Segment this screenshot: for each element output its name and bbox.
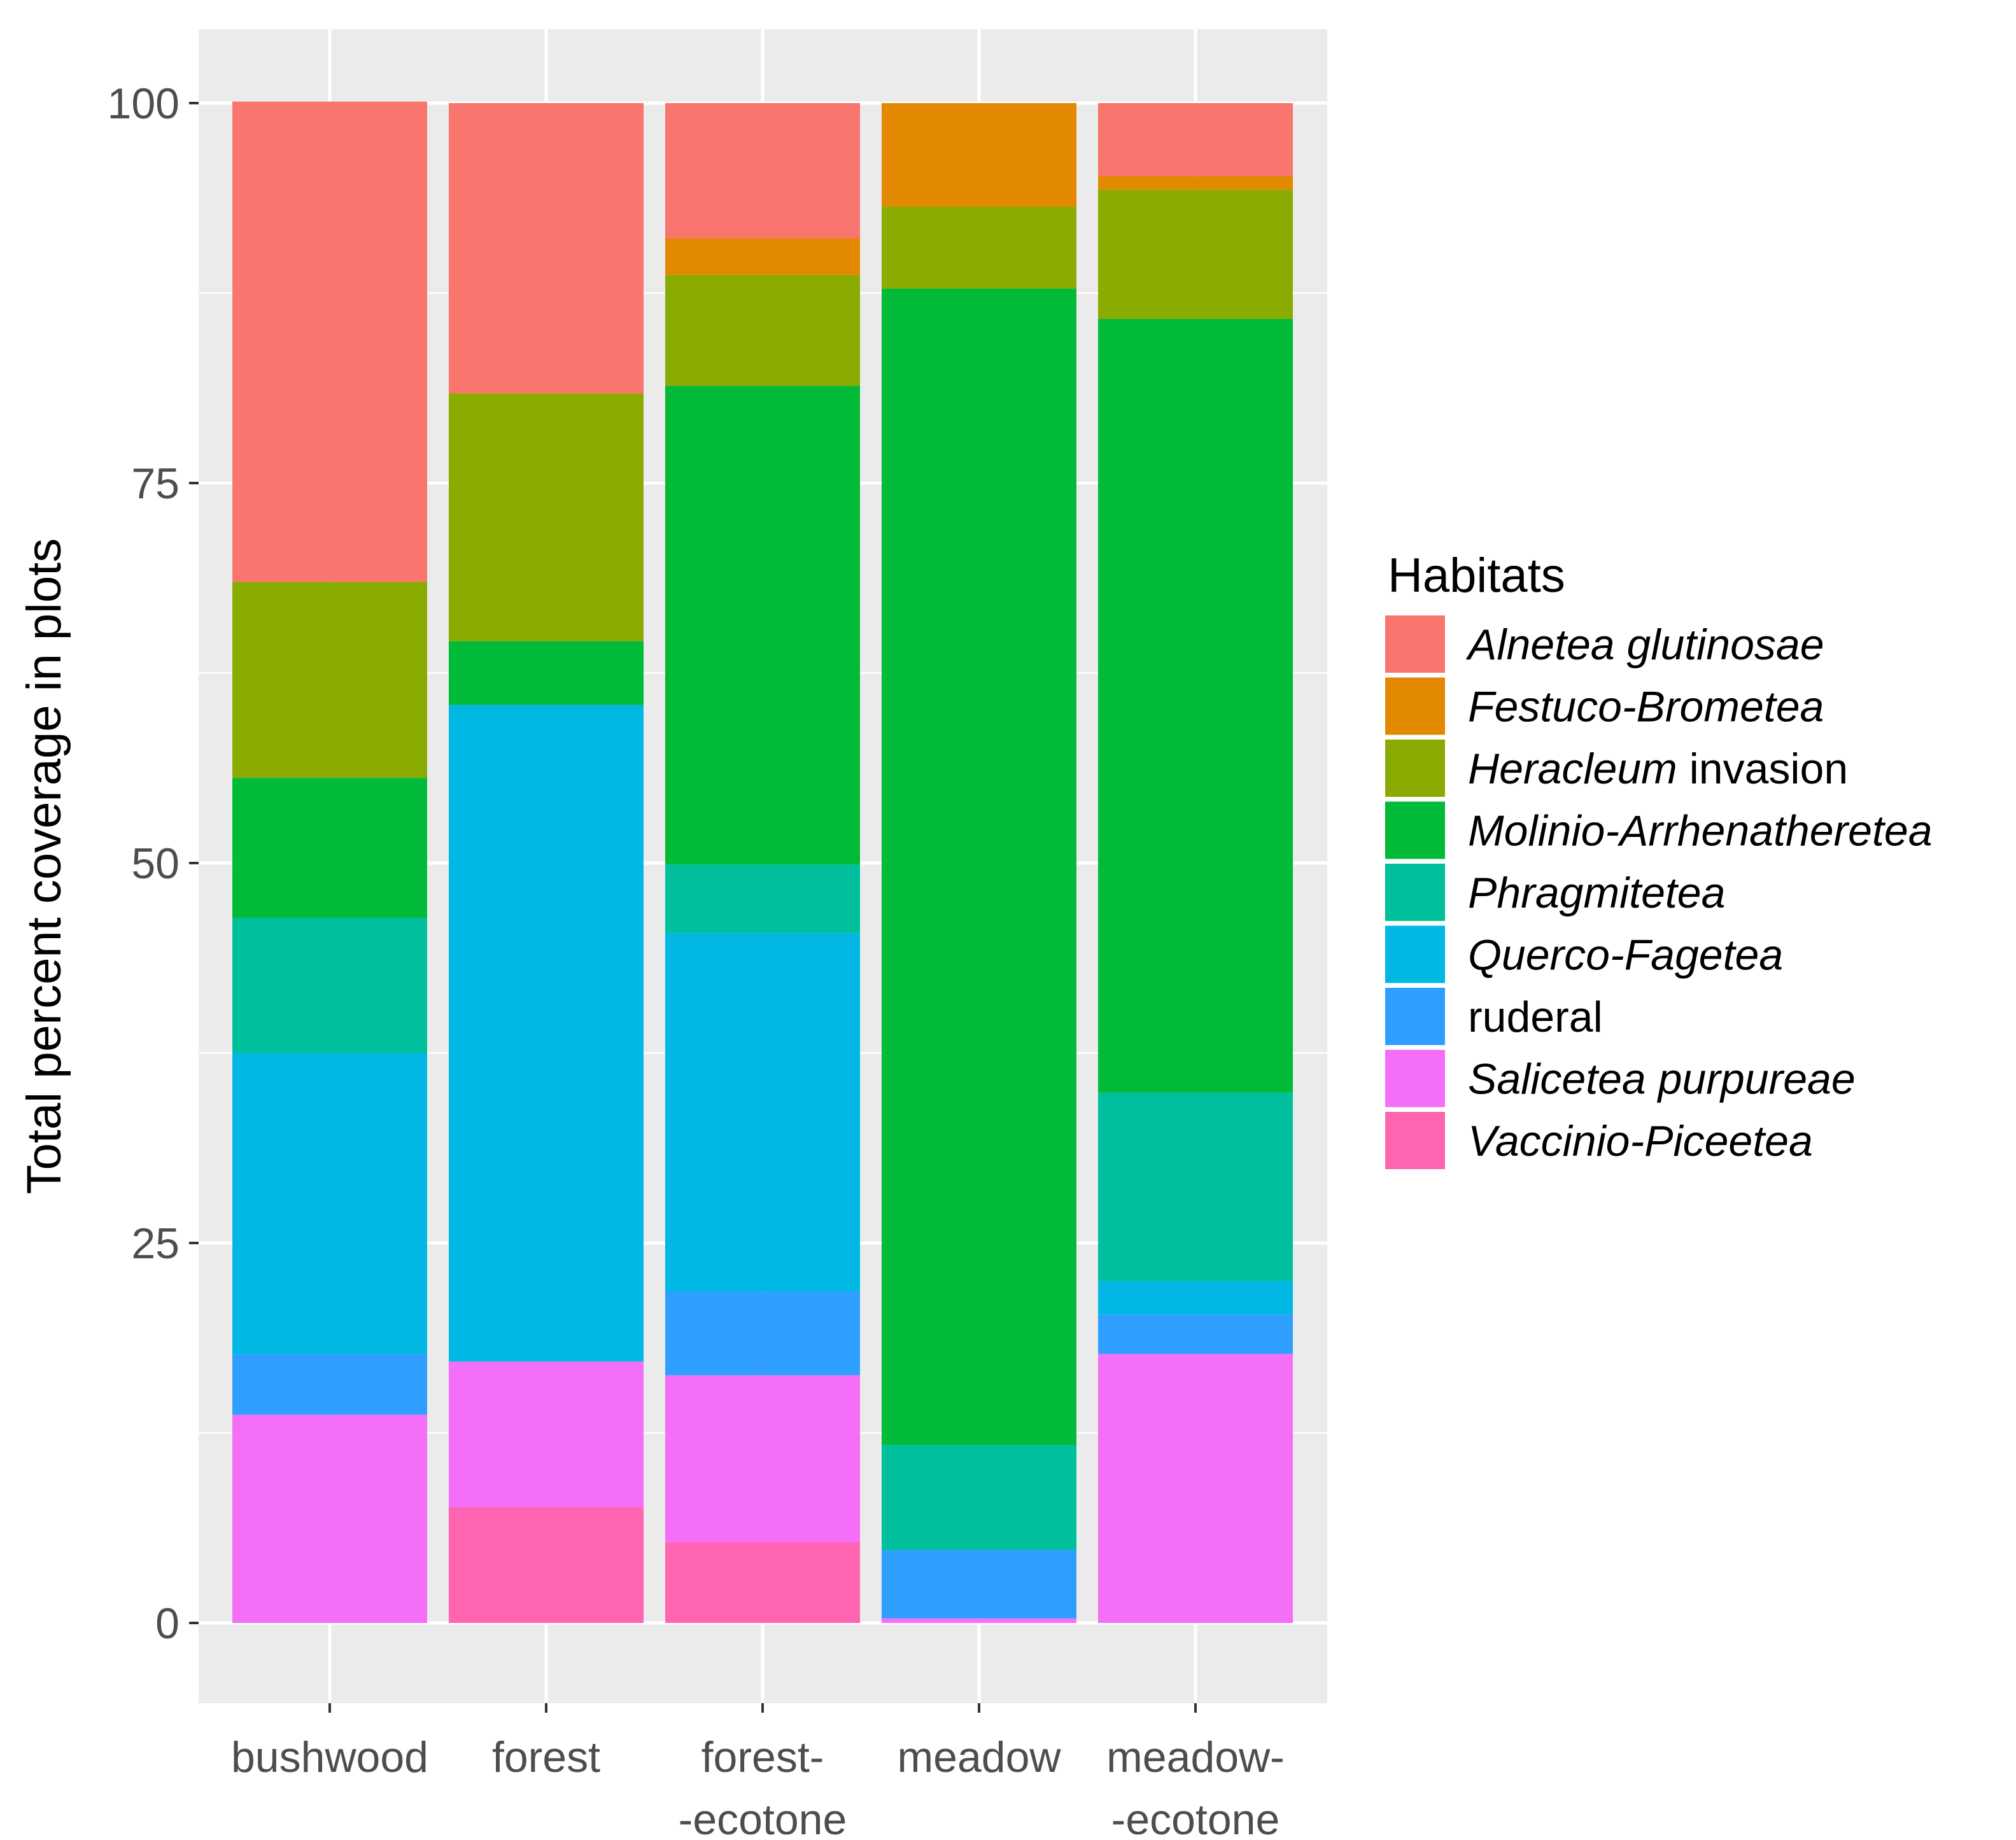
bar-segment-vaccinio-piceetea (449, 1507, 644, 1623)
bar-segment-molinio-arrhenatheretea (665, 386, 860, 865)
legend-label-italic: Molinio-Arrhenatheretea (1468, 807, 1933, 855)
legend-label: Molinio-Arrhenatheretea (1468, 807, 1933, 855)
legend-key-swatch (1385, 1112, 1445, 1169)
legend-label: Phragmitetea (1468, 869, 1725, 917)
bar-segment-ruderal (882, 1550, 1076, 1619)
y-tick-label: 25 (131, 1219, 180, 1268)
y-tick-label: 50 (131, 839, 180, 888)
legend-label-italic: Querco-Fagetea (1468, 931, 1783, 980)
legend-item-vaccinio-piceetea: Vaccinio-Piceetea (1385, 1112, 1813, 1169)
bar-segment-heracleum-invasion (449, 393, 644, 642)
legend-label-italic: Phragmitetea (1468, 869, 1725, 917)
legend-title: Habitats (1388, 549, 1565, 603)
y-axis: 0 25 50 75 100 (108, 80, 199, 1648)
bar-stack-bushwood (232, 101, 427, 1623)
bar-segment-ruderal (665, 1291, 860, 1375)
legend-label: ruderal (1468, 993, 1603, 1041)
bar-segment-salicetea-purpureae (449, 1361, 644, 1508)
legend-key-swatch (1385, 925, 1445, 983)
bar-segment-heracleum-invasion (232, 582, 427, 778)
x-tick-label: bushwood (231, 1733, 428, 1781)
legend-label: Querco-Fagetea (1468, 931, 1783, 980)
legend-label-italic: Vaccinio-Piceetea (1468, 1117, 1813, 1165)
legend-key-swatch (1385, 801, 1445, 859)
bar-segment-heracleum-invasion (882, 206, 1076, 289)
legend-label: Salicetea purpureae (1468, 1055, 1856, 1104)
bar-segment-heracleum-invasion (665, 274, 860, 386)
bar-segment-alnetea-glutinosae (449, 103, 644, 394)
y-axis-label: Total percent coverage in plots (17, 538, 71, 1195)
bar-segment-phragmitetea (882, 1445, 1076, 1550)
legend-item-molinio-arrhenatheretea: Molinio-Arrhenatheretea (1385, 801, 1933, 859)
bar-segment-festuco-brometea (882, 103, 1076, 207)
bar-segment-querco-fagetea (449, 705, 644, 1362)
legend-key-swatch (1385, 988, 1445, 1045)
legend-label-italic: Salicetea purpureae (1468, 1055, 1856, 1104)
bar-segment-phragmitetea (665, 864, 860, 933)
y-tick-label: 100 (108, 80, 180, 128)
bar-stacks (232, 101, 1293, 1623)
legend-label-italic: Heracleum (1468, 745, 1677, 793)
x-tick-label: meadow (897, 1733, 1061, 1781)
legend-item-querco-fagetea: Querco-Fagetea (1385, 925, 1783, 983)
bar-segment-salicetea-purpureae (882, 1618, 1076, 1623)
legend-item-salicetea-purpureae: Salicetea purpureae (1385, 1050, 1856, 1107)
legend-key-swatch (1385, 864, 1445, 921)
x-tick-label-line2: -ecotone (1111, 1795, 1280, 1840)
legend-label-plain: ruderal (1468, 993, 1603, 1041)
bar-segment-ruderal (232, 1354, 427, 1415)
legend-key-swatch (1385, 677, 1445, 735)
bar-segment-festuco-brometea (1098, 176, 1293, 190)
legend-label-italic: Festuco-Brometea (1468, 683, 1824, 731)
legend-item-festuco-brometea: Festuco-Brometea (1385, 677, 1824, 735)
bar-segment-salicetea-purpureae (665, 1375, 860, 1543)
bar-segment-phragmitetea (1098, 1092, 1293, 1281)
legend-item-ruderal: ruderal (1385, 988, 1603, 1045)
bar-segment-vaccinio-piceetea (665, 1542, 860, 1623)
bar-segment-heracleum-invasion (1098, 190, 1293, 320)
bar-segment-phragmitetea (232, 917, 427, 1053)
legend-item-heracleum-invasion: Heracleum invasion (1385, 740, 1848, 797)
bar-stack-meadow-ecotone (1098, 103, 1293, 1623)
bar-segment-molinio-arrhenatheretea (449, 641, 644, 705)
legend-items: Alnetea glutinosae Festuco-Brometea Heracl… (1385, 615, 1933, 1169)
legend-label-plain: invasion (1677, 745, 1848, 793)
bar-stack-forest-ecotone (665, 103, 860, 1623)
legend-label: Heracleum invasion (1468, 745, 1848, 793)
bar-stack-forest (449, 103, 644, 1623)
x-tick-label: meadow- (1106, 1733, 1285, 1781)
bar-segment-molinio-arrhenatheretea (1098, 319, 1293, 1093)
legend-item-alnetea-glutinosae: Alnetea glutinosae (1385, 615, 1824, 673)
legend-key-swatch (1385, 615, 1445, 673)
y-tick-label: 0 (155, 1599, 180, 1648)
legend-label-italic: Alnetea glutinosae (1465, 621, 1824, 669)
x-tick-label: forest (492, 1733, 600, 1781)
bar-segment-alnetea-glutinosae (665, 103, 860, 239)
bar-segment-querco-fagetea (1098, 1281, 1293, 1315)
legend-item-phragmitetea: Phragmitetea (1385, 864, 1725, 921)
bar-segment-salicetea-purpureae (232, 1414, 427, 1623)
x-tick-label-line2: -ecotone (679, 1795, 847, 1840)
bar-segment-salicetea-purpureae (1098, 1354, 1293, 1623)
legend-label: Festuco-Brometea (1468, 683, 1824, 731)
legend-key-swatch (1385, 1050, 1445, 1107)
bar-segment-molinio-arrhenatheretea (232, 778, 427, 918)
bar-segment-querco-fagetea (665, 932, 860, 1292)
bar-segment-festuco-brometea (665, 238, 860, 275)
bar-segment-molinio-arrhenatheretea (882, 288, 1076, 1445)
bar-stack-meadow (882, 103, 1076, 1623)
legend: Habitats Alnetea glutinosae Festuco-Brome… (1385, 549, 1933, 1169)
x-tick-label: forest- (701, 1733, 824, 1781)
x-axis: bushwood forest forest- -ecotone meadow meado… (231, 1703, 1285, 1840)
bar-segment-ruderal (1098, 1314, 1293, 1354)
y-tick-label: 75 (131, 460, 180, 508)
legend-key-swatch (1385, 740, 1445, 797)
bar-segment-querco-fagetea (232, 1053, 427, 1354)
bar-segment-alnetea-glutinosae (1098, 103, 1293, 176)
legend-label: Vaccinio-Piceetea (1468, 1117, 1813, 1165)
legend-label: Alnetea glutinosae (1465, 621, 1824, 669)
bar-segment-alnetea-glutinosae (232, 101, 427, 582)
